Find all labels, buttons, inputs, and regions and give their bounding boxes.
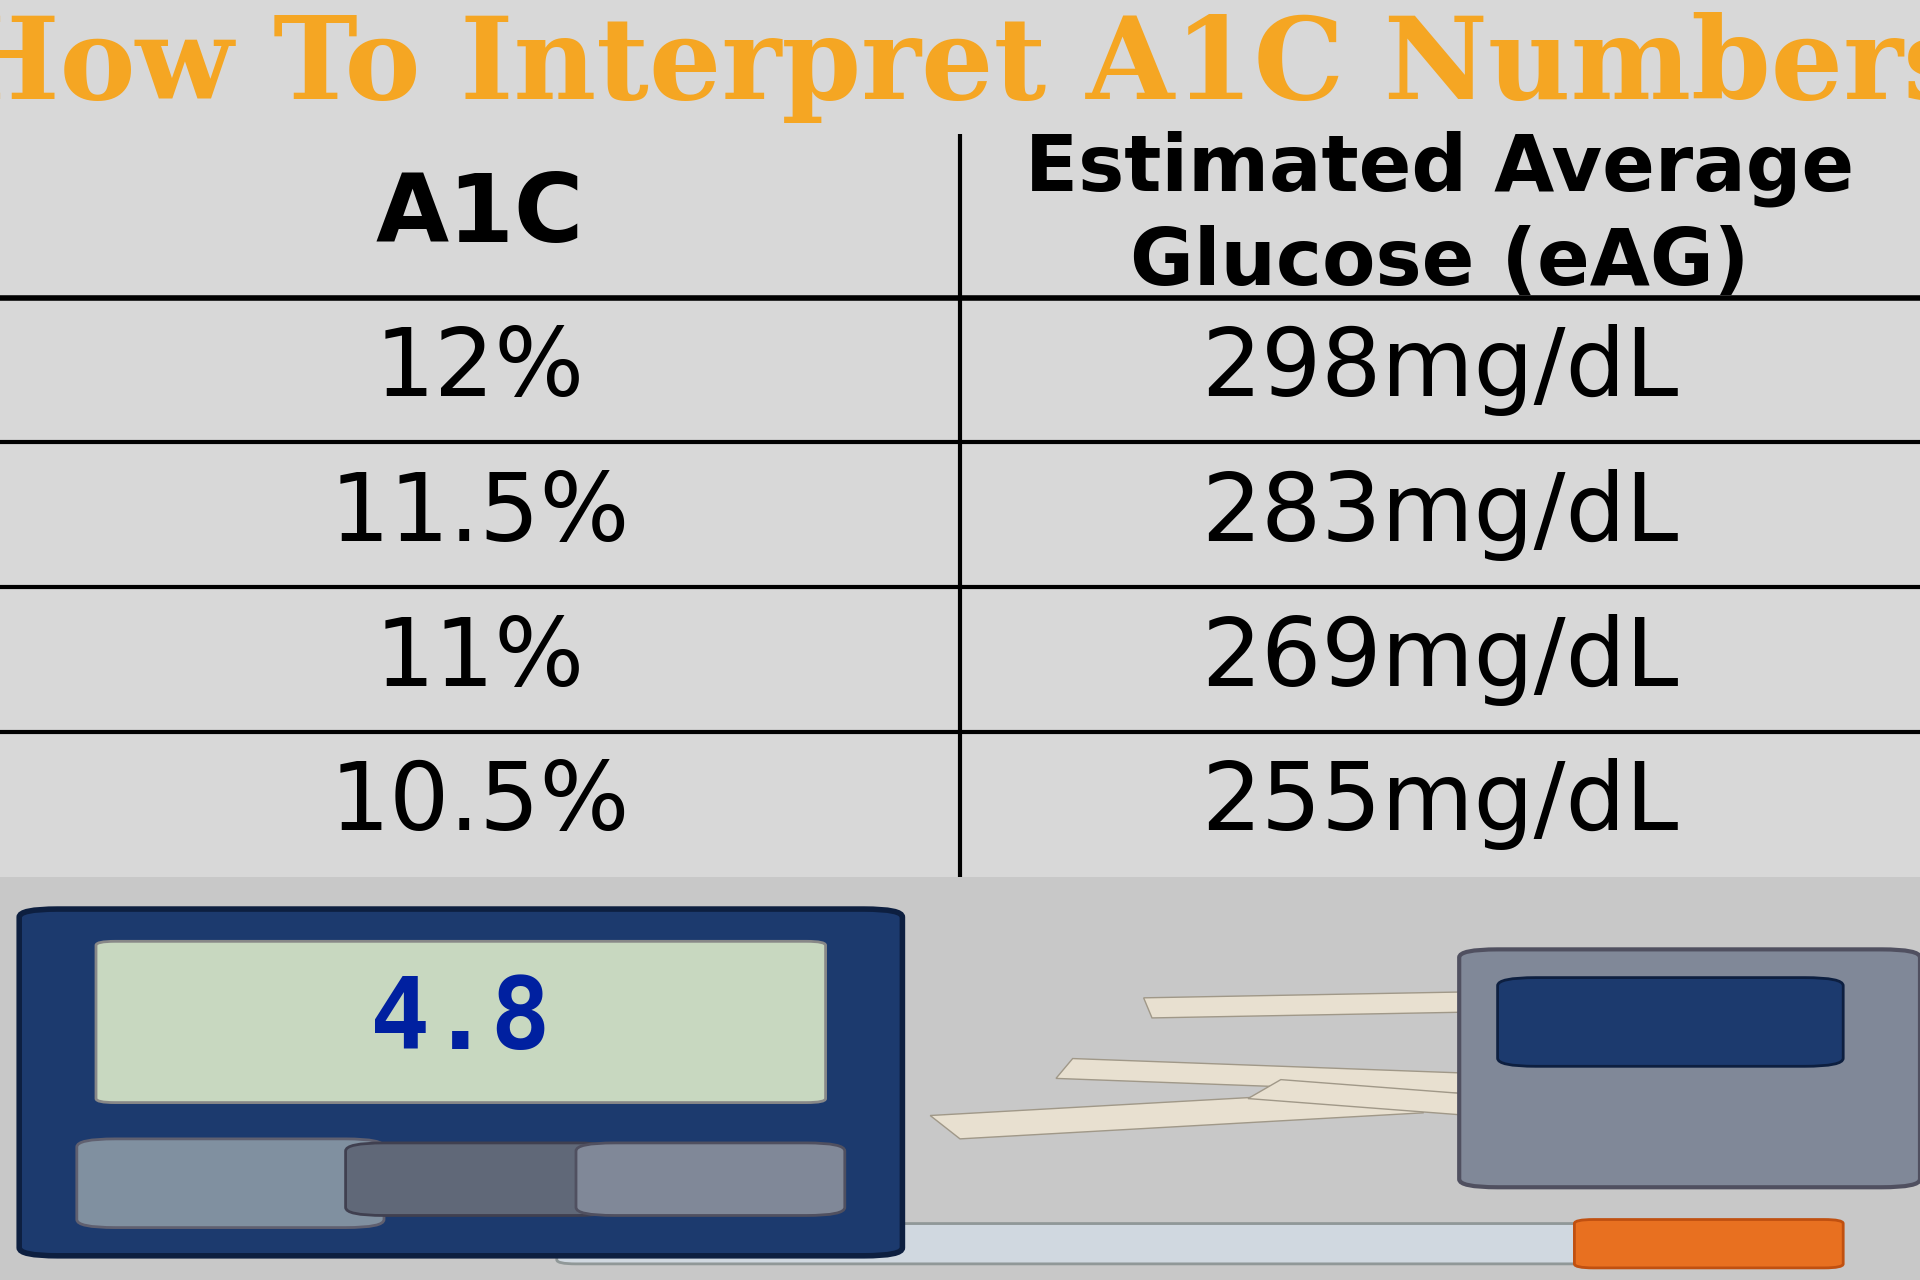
Text: 12%: 12%	[374, 324, 586, 416]
FancyBboxPatch shape	[19, 909, 902, 1256]
Text: 298mg/dL: 298mg/dL	[1202, 324, 1678, 416]
FancyBboxPatch shape	[1498, 978, 1843, 1066]
Text: Estimated Average
Glucose (eAG): Estimated Average Glucose (eAG)	[1025, 131, 1855, 301]
Text: 11%: 11%	[374, 613, 586, 705]
Bar	[1144, 991, 1534, 1018]
Bar	[1056, 1059, 1488, 1094]
Text: A1C: A1C	[376, 170, 584, 262]
FancyBboxPatch shape	[77, 1139, 384, 1228]
FancyBboxPatch shape	[1574, 1220, 1843, 1268]
Text: 283mg/dL: 283mg/dL	[1202, 468, 1678, 561]
FancyBboxPatch shape	[96, 941, 826, 1102]
Text: How To Interpret A1C Numbers: How To Interpret A1C Numbers	[0, 12, 1920, 123]
Text: 10.5%: 10.5%	[330, 759, 630, 850]
Text: 269mg/dL: 269mg/dL	[1202, 613, 1678, 705]
FancyBboxPatch shape	[576, 1143, 845, 1216]
Text: 255mg/dL: 255mg/dL	[1202, 759, 1678, 850]
Bar	[929, 1089, 1423, 1139]
Bar	[1248, 1079, 1605, 1124]
Text: 11.5%: 11.5%	[330, 468, 630, 561]
FancyBboxPatch shape	[346, 1143, 614, 1216]
Text: 4.8: 4.8	[371, 974, 551, 1070]
FancyBboxPatch shape	[557, 1224, 1651, 1263]
FancyBboxPatch shape	[1459, 950, 1920, 1188]
